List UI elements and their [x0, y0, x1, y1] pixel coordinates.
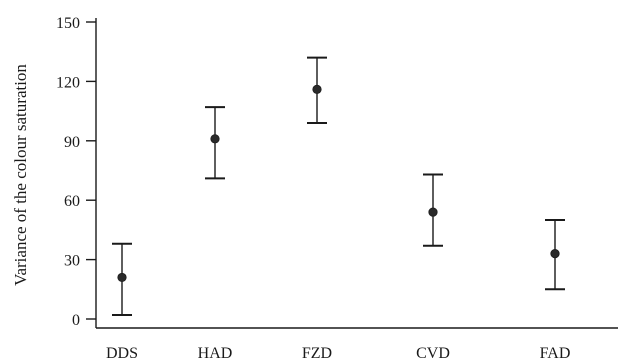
category-labels: DDS HAD FZD CVD FAD: [106, 345, 570, 360]
mean-point: [117, 272, 127, 283]
y-tick-label: 30: [64, 253, 80, 270]
y-tick-label: 90: [64, 134, 80, 151]
category-label: CVD: [416, 345, 450, 360]
category-label: HAD: [198, 345, 233, 360]
y-tick-label: 0: [72, 312, 80, 329]
mean-point: [428, 207, 438, 217]
mean-point: [210, 134, 220, 144]
y-tick-label: 60: [64, 193, 80, 210]
mean-point: [312, 84, 322, 94]
y-tick-label: 150: [56, 15, 80, 32]
category-label: FZD: [302, 345, 332, 360]
error-bar-marks: [112, 56, 565, 317]
y-axis-title: Variance of the colour saturation: [11, 64, 30, 286]
mean-point: [550, 249, 560, 259]
y-tick-label: 120: [56, 74, 80, 91]
y-ticks: 0 30 60 90 120 150: [56, 15, 96, 329]
category-label: FAD: [540, 345, 571, 360]
category-label: DDS: [106, 345, 138, 360]
